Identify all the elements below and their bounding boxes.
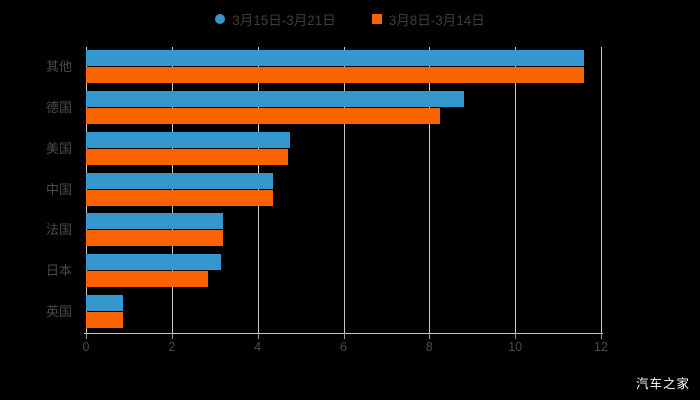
legend-label-series-2: 3月8日-3月14日	[388, 13, 485, 28]
bar-row	[86, 129, 601, 170]
legend-label-series-1: 3月15日-3月21日	[232, 13, 336, 28]
x-axis-tick-mark	[429, 333, 431, 339]
bar-series-1[interactable]	[86, 254, 222, 271]
bar-series-1[interactable]	[86, 213, 224, 230]
legend-item-series-1[interactable]: 3月15日-3月21日	[215, 9, 336, 29]
x-axis-tick-mark	[601, 333, 602, 339]
chart-legend: 3月15日-3月21日 3月8日-3月14日	[0, 6, 700, 32]
x-axis-tick-label: 8	[425, 340, 433, 354]
x-axis-tick-label: 2	[168, 340, 176, 354]
bar-series-2[interactable]	[86, 107, 441, 124]
y-axis-label: 美国	[45, 140, 72, 156]
bar-row	[86, 170, 601, 211]
x-axis-tick-mark	[171, 333, 173, 339]
y-axis-label: 英国	[45, 304, 72, 320]
x-axis-tick-label: 12	[594, 340, 608, 354]
bar-row	[86, 47, 601, 88]
y-axis-label: 德国	[45, 99, 72, 115]
square-icon	[371, 14, 382, 24]
bar-row	[86, 251, 601, 292]
x-axis-tick-label: 10	[508, 340, 523, 354]
x-axis-tick-label: 0	[82, 340, 90, 354]
x-axis-tick-mark	[343, 333, 345, 339]
gridline	[515, 47, 517, 333]
bar-series-2[interactable]	[86, 148, 288, 165]
x-axis-tick-mark	[86, 333, 87, 339]
bar-series-1[interactable]	[86, 172, 273, 189]
bar-series-2[interactable]	[86, 67, 584, 83]
bar-series-1[interactable]	[86, 50, 584, 66]
bar-row	[86, 88, 601, 129]
gridline	[429, 47, 431, 333]
plot-area	[84, 47, 603, 334]
bar-series-2[interactable]	[86, 271, 209, 288]
gridline	[343, 47, 345, 333]
gridline	[601, 47, 602, 333]
bar-series-2[interactable]	[86, 230, 224, 247]
y-axis-label: 日本	[45, 263, 72, 279]
x-axis-tick-mark	[515, 333, 517, 339]
x-axis-tick-mark	[257, 333, 259, 339]
watermark: 汽车之家	[635, 377, 690, 391]
bar-row	[86, 292, 601, 333]
bar-rows	[86, 47, 601, 333]
x-axis-tick-label: 6	[340, 340, 347, 354]
x-axis-ticks: 0 2 4 6 8 10 12	[82, 333, 608, 359]
y-axis-label: 中国	[45, 181, 72, 197]
circle-icon	[215, 14, 226, 24]
y-axis-labels: 其他德国美国中国法国日本英国	[0, 47, 80, 333]
x-axis-tick-label: 4	[254, 340, 262, 354]
bar-series-1[interactable]	[86, 295, 123, 312]
y-axis-label: 法国	[45, 222, 72, 238]
bar-series-2[interactable]	[86, 189, 273, 206]
bar-series-1[interactable]	[86, 131, 290, 148]
bar-series-1[interactable]	[86, 90, 464, 107]
bar-row	[86, 210, 601, 251]
y-axis-label: 其他	[45, 59, 72, 74]
legend-item-series-2[interactable]: 3月8日-3月14日	[371, 9, 485, 29]
bar-series-2[interactable]	[86, 312, 123, 329]
